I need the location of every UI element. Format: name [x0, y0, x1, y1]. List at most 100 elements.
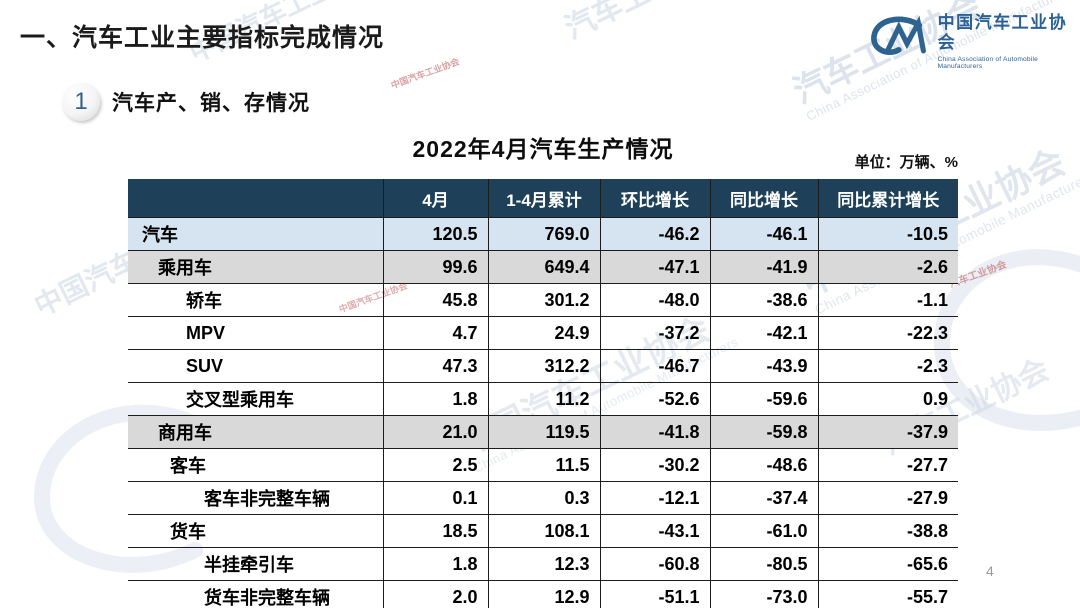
cell: 0.3	[487, 481, 601, 515]
column-header: 环比增长	[599, 179, 711, 218]
cell: -41.8	[599, 415, 711, 449]
cell: -65.6	[817, 547, 958, 581]
cell: -73.0	[709, 580, 819, 608]
cell: 649.4	[487, 250, 601, 284]
row-label: MPV	[128, 316, 384, 350]
cell: -48.0	[599, 283, 711, 317]
cell: -37.4	[709, 481, 819, 515]
cell: -48.6	[709, 448, 819, 482]
column-header: 1-4月累计	[487, 179, 601, 218]
row-label: 半挂牵引车	[128, 547, 384, 581]
cell: -51.1	[599, 580, 711, 608]
cell: 18.5	[382, 514, 489, 548]
cell: 119.5	[487, 415, 601, 449]
table-header: 4月 1-4月累计 环比增长 同比增长 同比累计增长	[128, 179, 958, 218]
row-label: 轿车	[128, 283, 384, 317]
section-number: 1	[74, 88, 88, 115]
production-table: 4月 1-4月累计 环比增长 同比增长 同比累计增长 汽车 120.5 769.0 -46.2…	[128, 179, 958, 608]
unit-note: 单位：万辆、%	[854, 154, 958, 171]
table-row: 汽车 120.5 769.0 -46.2 -46.1 -10.5	[128, 217, 958, 251]
cell: -1.1	[817, 283, 958, 317]
cell: -10.5	[817, 217, 958, 251]
table-row: 客车非完整车辆 0.1 0.3 -12.1 -37.4 -27.9	[128, 481, 958, 515]
row-label: 货车	[128, 514, 384, 548]
cell: -55.7	[817, 580, 958, 608]
table-row: MPV 4.7 24.9 -37.2 -42.1 -22.3	[128, 316, 958, 350]
cell: 0.9	[817, 382, 958, 416]
section-heading: 1 汽车产、销、存情况	[62, 83, 310, 121]
cell: -80.5	[709, 547, 819, 581]
row-label: SUV	[128, 349, 384, 383]
cell: -30.2	[599, 448, 711, 482]
cell: -27.7	[817, 448, 958, 482]
cell: 2.5	[382, 448, 489, 482]
cell: 21.0	[382, 415, 489, 449]
column-header: 同比增长	[709, 179, 819, 218]
page-number: 4	[986, 563, 994, 579]
table-row: 商用车 21.0 119.5 -41.8 -59.8 -37.9	[128, 415, 958, 449]
table-row: 乘用车 99.6 649.4 -47.1 -41.9 -2.6	[128, 250, 958, 284]
cell: 1.8	[382, 382, 489, 416]
row-label: 汽车	[128, 217, 384, 251]
cell: 108.1	[487, 514, 601, 548]
cell: 0.1	[382, 481, 489, 515]
column-header	[128, 179, 384, 218]
section-title: 汽车产、销、存情况	[112, 92, 310, 115]
column-header: 同比累计增长	[817, 179, 958, 218]
cell: 4.7	[382, 316, 489, 350]
table-row: 轿车 45.8 301.2 -48.0 -38.6 -1.1	[128, 283, 958, 317]
cm-logo-icon	[871, 15, 926, 56]
cell: 11.5	[487, 448, 601, 482]
cell: -60.8	[599, 547, 711, 581]
row-label: 乘用车	[128, 250, 384, 284]
cell: 47.3	[382, 349, 489, 383]
page-title: 一、汽车工业主要指标完成情况	[20, 24, 385, 52]
cell: 769.0	[487, 217, 601, 251]
cell: 301.2	[487, 283, 601, 317]
cell: -46.7	[599, 349, 711, 383]
table-row: 货车非完整车辆 2.0 12.9 -51.1 -73.0 -55.7	[128, 580, 958, 608]
cell: -27.9	[817, 481, 958, 515]
cell: -2.3	[817, 349, 958, 383]
cell: 12.3	[487, 547, 601, 581]
cell: 312.2	[487, 349, 601, 383]
cell: -41.9	[709, 250, 819, 284]
cell: -38.6	[709, 283, 819, 317]
cell: -12.1	[599, 481, 711, 515]
row-label: 交叉型乘用车	[128, 382, 384, 416]
cell: 2.0	[382, 580, 489, 608]
cell: -38.8	[817, 514, 958, 548]
row-label: 商用车	[128, 415, 384, 449]
cell: -47.1	[599, 250, 711, 284]
cell: 12.9	[487, 580, 601, 608]
cell: -2.6	[817, 250, 958, 284]
table-row: SUV 47.3 312.2 -46.7 -43.9 -2.3	[128, 349, 958, 383]
cell: -22.3	[817, 316, 958, 350]
cell: 11.2	[487, 382, 601, 416]
section-number-badge: 1	[62, 83, 100, 121]
table-row: 客车 2.5 11.5 -30.2 -48.6 -27.7	[128, 448, 958, 482]
cell: -43.1	[599, 514, 711, 548]
cell: -46.2	[599, 217, 711, 251]
row-label: 客车	[128, 448, 384, 482]
table-row: 半挂牵引车 1.8 12.3 -60.8 -80.5 -65.6	[128, 547, 958, 581]
table-title: 2022年4月汽车生产情况	[412, 136, 674, 162]
cell: -61.0	[709, 514, 819, 548]
table-row: 交叉型乘用车 1.8 11.2 -52.6 -59.6 0.9	[128, 382, 958, 416]
cell: 45.8	[382, 283, 489, 317]
table-row: 货车 18.5 108.1 -43.1 -61.0 -38.8	[128, 514, 958, 548]
column-header: 4月	[382, 179, 489, 218]
logo-org-name-en: China Association of Automobile Manufact…	[937, 55, 1038, 70]
cell: -59.8	[709, 415, 819, 449]
cell: -42.1	[709, 316, 819, 350]
cell: -37.9	[817, 415, 958, 449]
row-label: 货车非完整车辆	[128, 580, 384, 608]
cell: -43.9	[709, 349, 819, 383]
cell: -37.2	[599, 316, 711, 350]
cell: -52.6	[599, 382, 711, 416]
row-label: 客车非完整车辆	[128, 481, 384, 515]
cell: 24.9	[487, 316, 601, 350]
cell: 120.5	[382, 217, 489, 251]
logo-org-name-cn: 中国汽车工业协会	[937, 13, 1068, 53]
